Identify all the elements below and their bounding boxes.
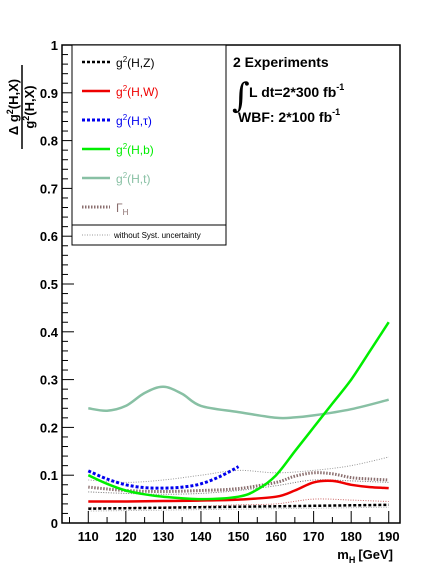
y-tick-label: 0.9 <box>40 86 58 101</box>
legend-label-HZ: g2(H,Z) <box>116 55 154 70</box>
y-tick-label: 0.3 <box>40 373 58 388</box>
y-tick-label: 0.1 <box>40 468 58 483</box>
axis-ticks: 110 120 130 140 150 160 170 180 190 0 0.1 0.2 0.3 0.4… <box>40 38 400 544</box>
x-tick-label: 180 <box>340 529 362 544</box>
y-tick-label: 0 <box>51 516 58 531</box>
legend-label-Gamma: ΓH <box>116 201 129 217</box>
legend-box <box>71 44 227 246</box>
y-tick-label: 0.5 <box>40 277 58 292</box>
nosyst-curve-1 <box>88 498 389 509</box>
nosyst-curve-3 <box>88 506 389 512</box>
series-curves <box>87 321 390 510</box>
experiments-line2: L dt=2*300 fb-1 <box>249 82 344 100</box>
legend-label-Htau: g2(H,τ) <box>116 113 152 128</box>
integral-symbol: ∫ <box>232 76 250 116</box>
x-axis-title: mH [GeV] <box>337 547 393 565</box>
y-tick-label: 0.8 <box>40 134 58 149</box>
y-tick-label: 0.2 <box>40 420 58 435</box>
svg-text:g2(H,X): g2(H,X) <box>21 85 37 128</box>
x-tick-label: 160 <box>265 529 287 544</box>
legend: g2(H,Z) g2(H,W) g2(H,τ) g2(H,b) g2(H,t) ΓH <box>82 55 158 217</box>
series-line-Gamma <box>88 471 389 494</box>
legend-nosyst-label: without Syst. uncertainty <box>113 231 201 240</box>
y-tick-label: 0.6 <box>40 229 58 244</box>
experiments-line1: 2 Experiments <box>233 54 329 70</box>
series-line-Htop <box>88 385 390 420</box>
legend-label-Htop: g2(H,t) <box>116 171 150 186</box>
series-line-HW <box>88 479 389 503</box>
x-tick-label: 140 <box>190 529 212 544</box>
experiments-line3: WBF: 2*100 fb-1 <box>238 107 340 125</box>
svg-text:Δ g2(H,X): Δ g2(H,X) <box>5 79 21 135</box>
x-tick-label: 130 <box>153 529 175 544</box>
series-line-HZ <box>88 503 389 510</box>
x-tick-label: 120 <box>115 529 137 544</box>
series-line-Htau <box>87 465 240 490</box>
series-line-Hb <box>87 321 390 501</box>
y-axis-title: Δ g2(H,X) g2(H,X) <box>5 65 37 149</box>
x-tick-label: 190 <box>378 529 400 544</box>
x-tick-label: 170 <box>303 529 325 544</box>
nosyst-curve-0 <box>88 456 389 483</box>
y-tick-label: 1 <box>51 38 58 53</box>
x-tick-label: 110 <box>78 529 99 544</box>
legend-label-HW: g2(H,W) <box>116 84 158 99</box>
legend-label-Hb: g2(H,b) <box>116 142 154 157</box>
y-tick-label: 0.7 <box>40 181 58 196</box>
y-tick-label: 0.4 <box>40 325 59 340</box>
x-tick-label: 150 <box>228 529 250 544</box>
